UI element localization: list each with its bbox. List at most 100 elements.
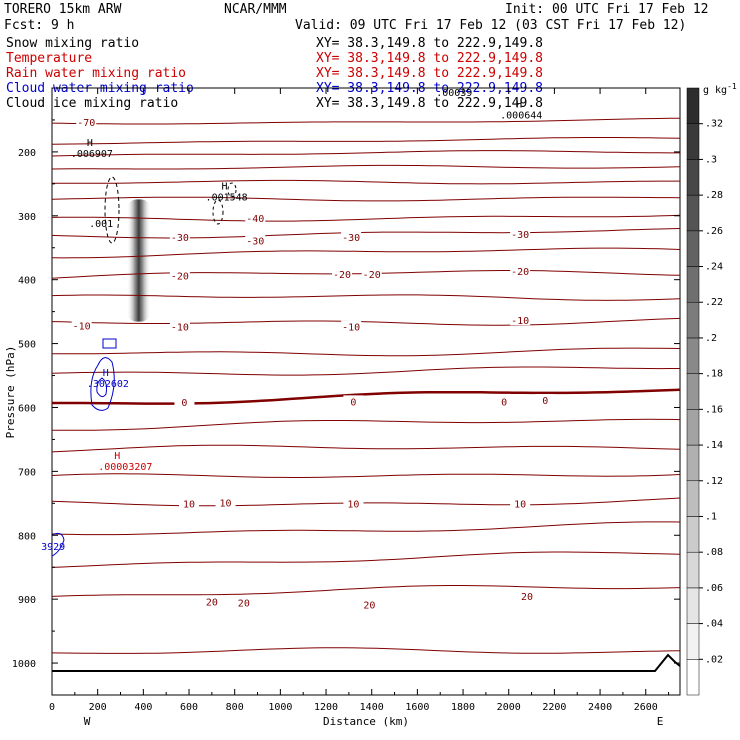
isotherm-line: [52, 521, 680, 536]
x-tick-label: 0: [49, 702, 55, 713]
isotherm-line: [52, 137, 680, 145]
colorbar-swatch: [686, 123, 700, 160]
isotherm-line: [52, 150, 680, 157]
cloud-water-contour: [102, 338, 117, 349]
x-axis: 0 200 400 600 800 1000 1200 1400 1600 1800 2000 220…: [49, 88, 670, 713]
y-axis-label: Pressure (hPa): [4, 346, 17, 439]
isotherm-label: -10: [511, 316, 529, 327]
isotherm-label-bg: [494, 395, 515, 407]
maximum-value: .00003207: [98, 462, 152, 473]
colorbar-tick-label: .32: [705, 119, 723, 130]
isotherm-label: 0: [181, 398, 187, 409]
x-tick-label: 1400: [360, 702, 384, 713]
colorbar-tick-label: .12: [705, 476, 723, 487]
x-tick-label: 2600: [634, 702, 658, 713]
colorbar-swatch: [686, 409, 700, 446]
x-axis-label: Distance (km): [323, 715, 409, 728]
colorbar-swatch: [686, 551, 700, 589]
isotherm-label: -10: [73, 321, 91, 332]
colorbar-swatch: [686, 301, 700, 339]
isotherm-label-bg: [341, 320, 362, 332]
colorbar-tick-label: .08: [705, 547, 723, 558]
plot-frame: [51, 87, 681, 696]
cloud-water-contour: [96, 377, 107, 398]
y-tick-label: 700: [18, 467, 36, 478]
isotherm-label-bg: [332, 268, 353, 280]
isotherm-label: 20: [363, 601, 375, 612]
isotherm-line: [52, 418, 680, 431]
colorbar-swatch: [686, 516, 700, 553]
model-title: TORERO 15km ARW: [4, 2, 122, 17]
field-name-temperature: Temperature: [6, 51, 92, 66]
colorbar-swatch: [686, 159, 700, 196]
colorbar-swatch: [686, 373, 700, 410]
field-xy-temperature: XY= 38.3,149.8 to 222.9,149.8: [316, 51, 543, 66]
y-tick-label: 1000: [12, 659, 36, 670]
isotherm-label-bg: [174, 396, 195, 408]
isotherm-label: 10: [514, 500, 526, 511]
colorbar-tick-label: .26: [705, 226, 723, 237]
isotherm-label: -30: [246, 236, 264, 247]
isotherm-line: [52, 585, 680, 597]
maximum-marker: H: [222, 181, 228, 192]
x-tick-label: 200: [89, 702, 107, 713]
snow-contour: [212, 199, 224, 225]
isotherm-labels: -70 -40 -30 -30 -30 -30 -20 -20 -20 -20 -10 -10 -10 -…: [71, 116, 556, 612]
maximum-value: .001548: [206, 192, 248, 203]
x-tick-label: 2400: [588, 702, 612, 713]
cloud-water-contour: [90, 357, 115, 411]
isotherm-line: [52, 247, 680, 259]
maximum-value: .000644: [500, 111, 542, 122]
isotherm-line: [52, 317, 680, 326]
snow-contour: [104, 176, 120, 244]
isotherm-label-bg: [343, 395, 364, 407]
organization-label: NCAR/MMM: [224, 2, 287, 17]
colorbar-tick-label: .1: [705, 511, 717, 522]
isotherm-label: -30: [342, 233, 360, 244]
colorbar-swatch: [686, 230, 700, 267]
field-name-cloud-ice: Cloud ice mixing ratio: [6, 96, 178, 111]
y-tick-label: 600: [18, 403, 36, 414]
isotherm-line: [52, 647, 680, 654]
isotherm-label-bg: [535, 394, 556, 406]
isotherm-line: [52, 444, 680, 453]
isotherm-line: [52, 214, 680, 222]
x-tick-label: 1000: [268, 702, 292, 713]
isotherm-label: -20: [171, 271, 189, 282]
isotherm-label: -10: [171, 323, 189, 334]
freezing-isotherm: [52, 388, 680, 405]
colorbar-boxes: [686, 87, 700, 696]
maximum-marker: H: [87, 138, 93, 149]
isotherm-label: -30: [171, 233, 189, 244]
field-legend: Snow mixing ratio XY= 38.3,149.8 to 222.…: [6, 36, 543, 111]
colorbar-swatch: [686, 623, 700, 660]
colorbar-ticks: .02 .04 .06 .08 .1 .12 .14 .16 .18 .2 .22 .24 .26 .28…: [699, 119, 723, 665]
colorbar-tick-label: .2: [705, 333, 717, 344]
colorbar-swatch: [686, 337, 700, 374]
isotherm-label-bg: [169, 320, 190, 332]
maximum-marker: H: [103, 368, 109, 379]
isotherm-label-bg: [71, 319, 92, 331]
isotherm-label-bg: [359, 598, 380, 610]
y-tick-label: 900: [18, 595, 36, 606]
isotherm-label-bg: [510, 265, 531, 277]
y-tick-label: 800: [18, 531, 36, 542]
x-tick-label: 1200: [314, 702, 338, 713]
isotherm-label: -70: [77, 118, 95, 129]
isotherm-line: [52, 294, 680, 301]
isotherm-label-bg: [341, 231, 362, 243]
y-tick-label: 500: [18, 340, 36, 351]
isotherm-line: [52, 473, 680, 478]
maximum-value: .006907: [71, 149, 113, 160]
colorbar-tick-label: .02: [705, 654, 723, 665]
isotherm-line: [52, 179, 680, 185]
maximum-value: .302602: [87, 379, 129, 390]
colorbar-tick-label: .18: [705, 369, 723, 380]
mixing-ratio-contours: [52, 176, 237, 557]
colorbar-swatch: [686, 659, 700, 696]
valid-time: Valid: 09 UTC Fri 17 Feb 12 (03 CST Fri …: [295, 18, 686, 33]
cloud-water-contour: [52, 532, 65, 557]
isotherm-label-bg: [516, 590, 537, 602]
isotherm-label-bg: [201, 595, 222, 607]
